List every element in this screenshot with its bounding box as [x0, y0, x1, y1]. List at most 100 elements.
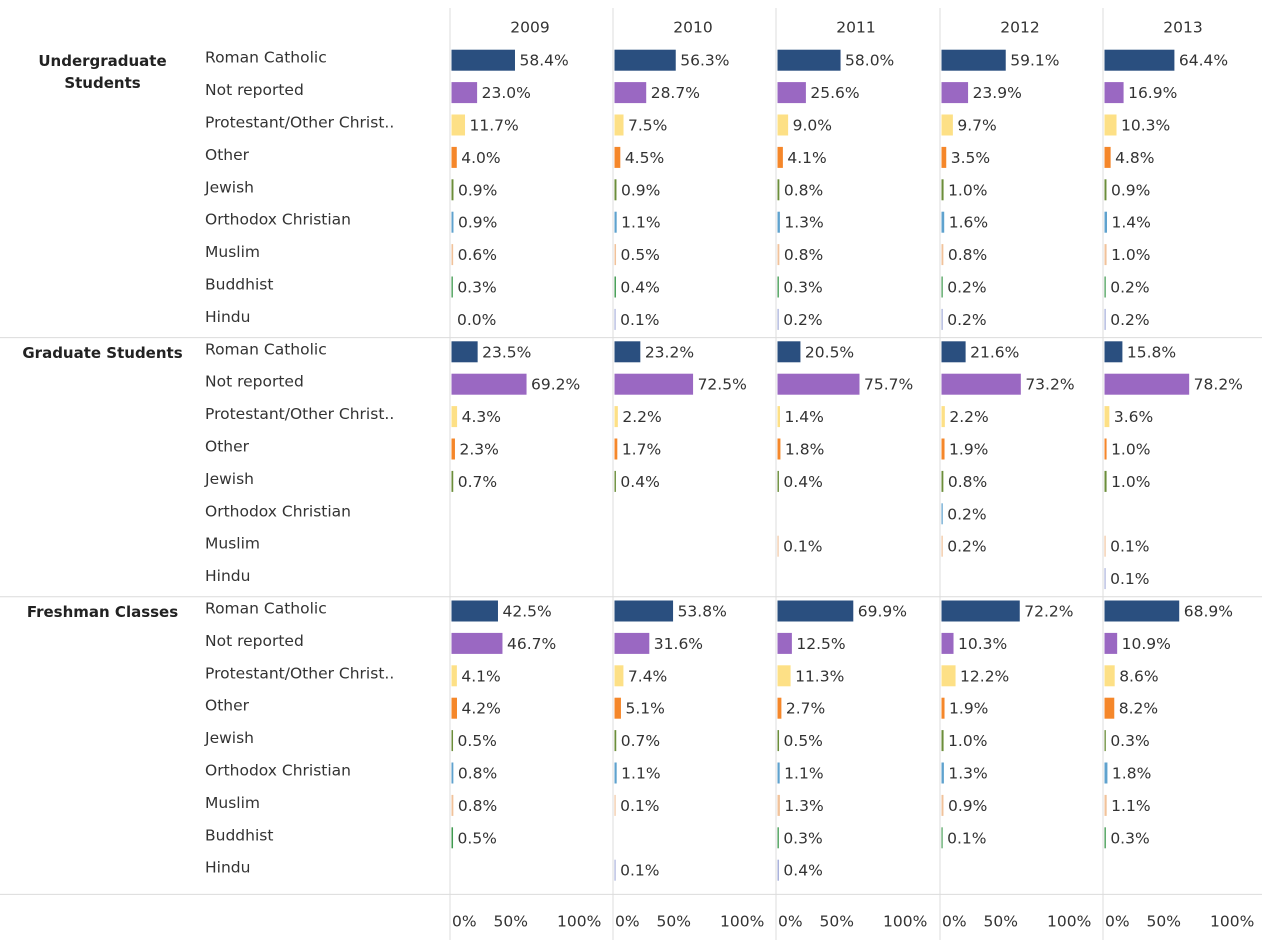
- value-label: 0.2%: [947, 311, 986, 329]
- value-label: 0.2%: [947, 538, 986, 556]
- bar: [777, 762, 780, 784]
- bar: [941, 82, 969, 104]
- bar: [941, 697, 945, 719]
- bar: [777, 730, 780, 752]
- value-label: 1.8%: [1112, 765, 1151, 783]
- bar: [777, 697, 782, 719]
- value-label: 20.5%: [805, 343, 854, 361]
- bar: [614, 146, 621, 168]
- value-label: 58.4%: [519, 52, 568, 70]
- value-label: 0.4%: [620, 473, 659, 491]
- bar: [941, 632, 954, 654]
- bar: [451, 244, 454, 266]
- value-label: 4.3%: [462, 408, 501, 426]
- value-label: 0.3%: [783, 829, 822, 847]
- value-label: 1.1%: [1111, 797, 1150, 815]
- category-label: Not reported: [205, 632, 304, 650]
- category-label: Other: [205, 438, 250, 456]
- bar: [1104, 438, 1107, 460]
- value-label: 23.5%: [482, 343, 531, 361]
- bar: [451, 600, 498, 622]
- value-label: 0.1%: [620, 311, 659, 329]
- category-label: Muslim: [205, 535, 260, 553]
- x-tick-label: 50%: [984, 913, 1018, 931]
- value-label: 0.2%: [947, 279, 986, 297]
- bar: [451, 82, 478, 104]
- value-label: 1.3%: [948, 765, 987, 783]
- column-header: 2011: [836, 19, 875, 37]
- value-label: 58.0%: [845, 52, 894, 70]
- bar: [451, 211, 454, 233]
- value-label: 78.2%: [1194, 376, 1243, 394]
- value-label: 0.8%: [784, 246, 823, 264]
- category-label: Hindu: [205, 859, 250, 877]
- bar: [1104, 373, 1190, 395]
- value-label: 0.9%: [948, 797, 987, 815]
- value-label: 0.0%: [457, 311, 496, 329]
- category-label: Jewish: [204, 729, 254, 747]
- category-label: Protestant/Other Christ..: [205, 114, 394, 132]
- group-label-box: Undergraduate Students: [38, 52, 166, 92]
- category-label: Roman Catholic: [205, 49, 327, 67]
- column-header: 2013: [1163, 19, 1202, 37]
- value-label: 0.2%: [1110, 279, 1149, 297]
- bar: [777, 49, 841, 71]
- x-tick-label: 100%: [883, 913, 927, 931]
- value-label: 72.5%: [698, 376, 747, 394]
- value-label: 0.9%: [458, 214, 497, 232]
- value-label: 9.7%: [957, 117, 996, 135]
- value-label: 11.7%: [470, 117, 519, 135]
- value-label: 46.7%: [507, 635, 556, 653]
- value-label: 0.1%: [620, 797, 659, 815]
- value-label: 4.1%: [461, 667, 500, 685]
- bar: [941, 665, 956, 687]
- value-label: 0.3%: [1110, 829, 1149, 847]
- x-tick-label: 0%: [1105, 913, 1130, 931]
- value-label: 72.2%: [1024, 603, 1073, 621]
- value-label: 3.5%: [951, 149, 990, 167]
- bar: [614, 632, 650, 654]
- bar: [777, 406, 780, 428]
- bar: [1104, 82, 1124, 104]
- value-label: 15.8%: [1127, 343, 1176, 361]
- bar: [451, 632, 503, 654]
- bar: [451, 373, 527, 395]
- value-label: 31.6%: [654, 635, 703, 653]
- bar: [614, 665, 624, 687]
- x-tick-label: 50%: [494, 913, 528, 931]
- bar: [614, 600, 674, 622]
- value-label: 7.4%: [628, 667, 667, 685]
- value-label: 23.2%: [645, 343, 694, 361]
- value-label: 1.0%: [1111, 441, 1150, 459]
- category-label: Jewish: [204, 470, 254, 488]
- bar: [1104, 341, 1123, 363]
- group-label: Freshman Classes: [26, 602, 179, 621]
- value-label: 0.4%: [783, 473, 822, 491]
- bar: [777, 665, 791, 687]
- category-label: Orthodox Christian: [205, 762, 351, 780]
- value-label: 16.9%: [1128, 84, 1177, 102]
- value-label: 4.1%: [787, 149, 826, 167]
- bar: [614, 406, 618, 428]
- value-label: 0.1%: [1110, 570, 1149, 588]
- bar: [941, 762, 944, 784]
- bar: [941, 211, 945, 233]
- value-label: 0.4%: [620, 279, 659, 297]
- value-label: 10.3%: [958, 635, 1007, 653]
- value-label: 0.9%: [458, 181, 497, 199]
- bar: [451, 697, 457, 719]
- value-label: 0.8%: [458, 797, 497, 815]
- x-tick-label: 0%: [778, 913, 803, 931]
- bar: [451, 114, 466, 136]
- value-label: 21.6%: [970, 343, 1019, 361]
- bar: [1104, 211, 1107, 233]
- bar: [777, 82, 806, 104]
- x-tick-label: 0%: [942, 913, 967, 931]
- bar: [777, 373, 860, 395]
- bar: [614, 82, 647, 104]
- value-label: 0.3%: [783, 279, 822, 297]
- value-label: 28.7%: [651, 84, 700, 102]
- bar: [777, 179, 780, 201]
- bar: [1104, 406, 1110, 428]
- group-label-box: Graduate Students: [22, 344, 182, 362]
